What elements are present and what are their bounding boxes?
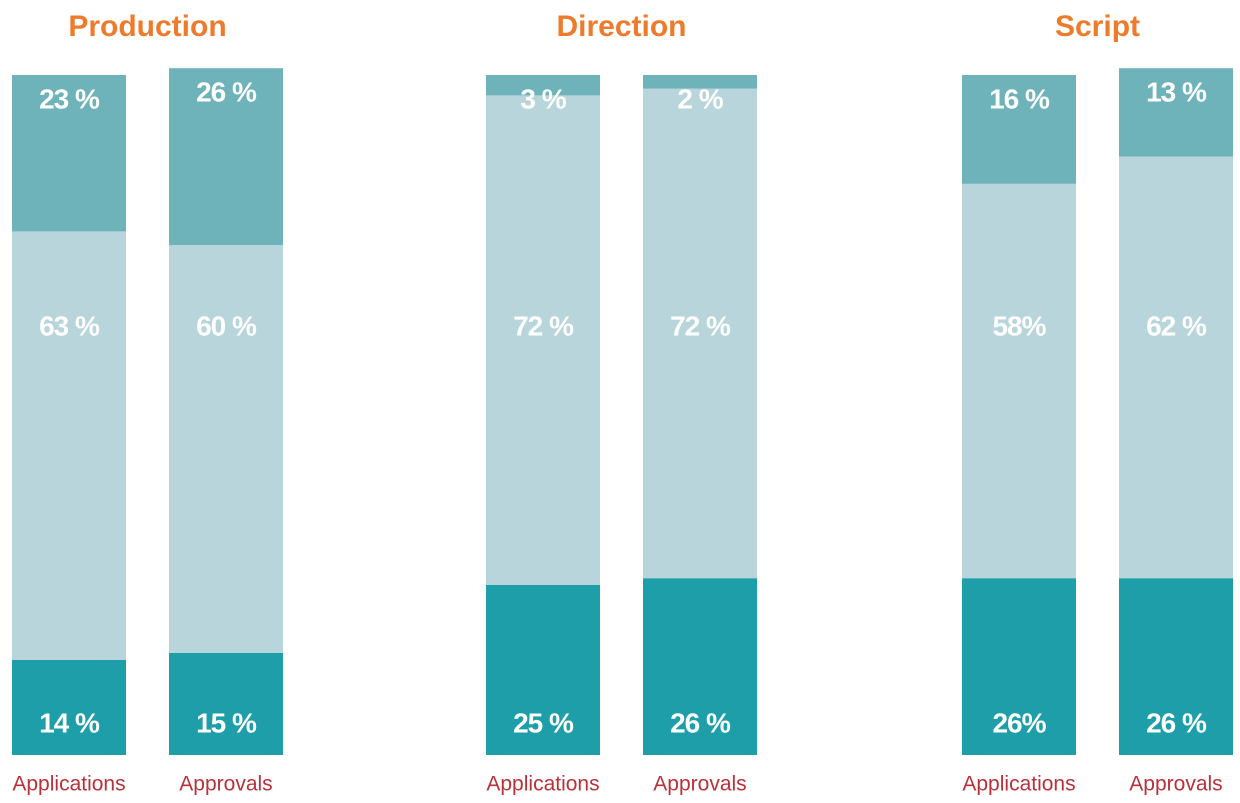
value-label: 26 % [670, 707, 731, 738]
value-label: 58% [992, 310, 1046, 341]
bar-segment [1119, 68, 1233, 157]
bar-segment [962, 578, 1076, 755]
value-label: 26 % [196, 77, 257, 108]
category-label: Applications [962, 773, 1075, 796]
bar-segment [12, 659, 126, 755]
value-label: 60 % [196, 310, 257, 341]
bar-segment [643, 75, 757, 89]
category-label: Approvals [179, 773, 272, 796]
chart-title: Direction [556, 10, 686, 43]
bar-segment [169, 653, 283, 755]
chart-title: Script [1055, 10, 1140, 43]
value-label: 15 % [196, 707, 257, 738]
category-label: Approvals [1129, 773, 1222, 796]
value-label: 26 % [1146, 707, 1207, 738]
bar-segment [486, 75, 600, 96]
bar-segment [12, 75, 126, 232]
value-label: 26% [992, 707, 1046, 738]
value-label: 2 % [677, 83, 723, 114]
category-label: Applications [486, 773, 599, 796]
bar-segment [169, 68, 283, 245]
value-label: 72 % [513, 310, 574, 341]
bar-segment [486, 585, 600, 755]
bar-segment [1119, 156, 1233, 579]
value-label: 25 % [513, 707, 574, 738]
value-label: 14 % [39, 707, 100, 738]
bar-segment [486, 95, 600, 586]
bar-segment [169, 245, 283, 653]
bar-segment [962, 75, 1076, 184]
value-label: 72 % [670, 310, 731, 341]
bar-segment [643, 578, 757, 755]
value-label: 16 % [989, 83, 1050, 114]
value-label: 23 % [39, 83, 100, 114]
bar-segment [12, 231, 126, 660]
bar-segment [643, 88, 757, 579]
bar-segment [1119, 578, 1233, 755]
chart-title: Production [68, 10, 226, 43]
category-label: Applications [12, 773, 125, 796]
value-label: 63 % [39, 310, 100, 341]
category-label: Approvals [653, 773, 746, 796]
value-label: 62 % [1146, 310, 1207, 341]
value-label: 13 % [1146, 77, 1207, 108]
bar-segment [962, 183, 1076, 579]
value-label: 3 % [520, 83, 566, 114]
